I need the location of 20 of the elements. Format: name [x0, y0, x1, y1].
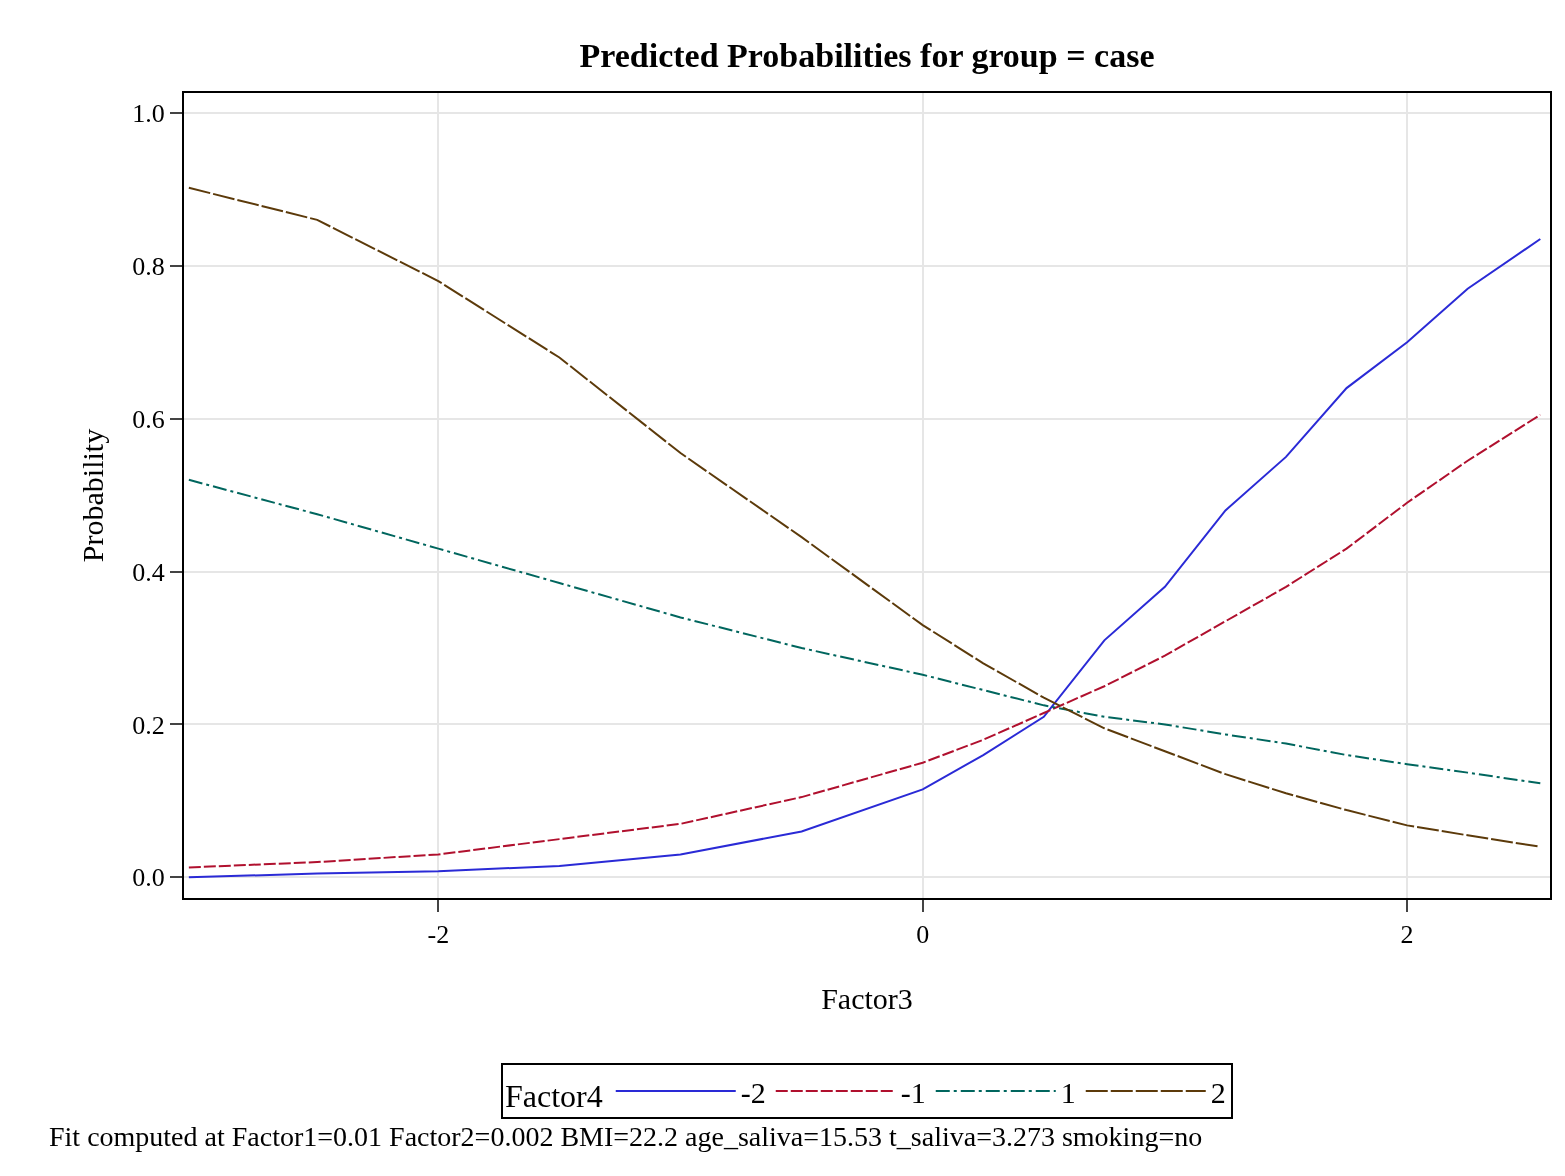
y-tick-label: 0.2 [132, 710, 165, 740]
x-tick-label: 2 [1400, 920, 1414, 950]
y-tick-label: 0.6 [132, 404, 165, 434]
legend-label: -1 [900, 1075, 926, 1109]
x-axis-title: Factor3 [821, 982, 913, 1016]
legend-label: 2 [1210, 1075, 1226, 1109]
y-tick-label: 0.0 [132, 863, 165, 893]
legend-label: -2 [740, 1075, 766, 1109]
y-tick-label: 1.0 [132, 98, 165, 128]
x-tick-label: -2 [427, 920, 450, 950]
legend-title: Factor4 [505, 1077, 603, 1114]
legend-label: 1 [1060, 1075, 1076, 1109]
x-tick-label: 0 [916, 920, 930, 950]
text: Fit computed at Factor1=0.01 Factor2=0.002 BMI=22.2 age_saliva=15.53 t_saliva=3.273 smoking=no [49, 1121, 1203, 1152]
y-tick-label: 0.8 [132, 251, 165, 281]
y-tick-label: 0.4 [132, 557, 165, 587]
y-axis-title: Probability [75, 428, 109, 563]
line-series [187, 413, 1542, 869]
line-series [187, 478, 1542, 785]
chart-title: Predicted Probabilities for group = case [579, 36, 1155, 74]
